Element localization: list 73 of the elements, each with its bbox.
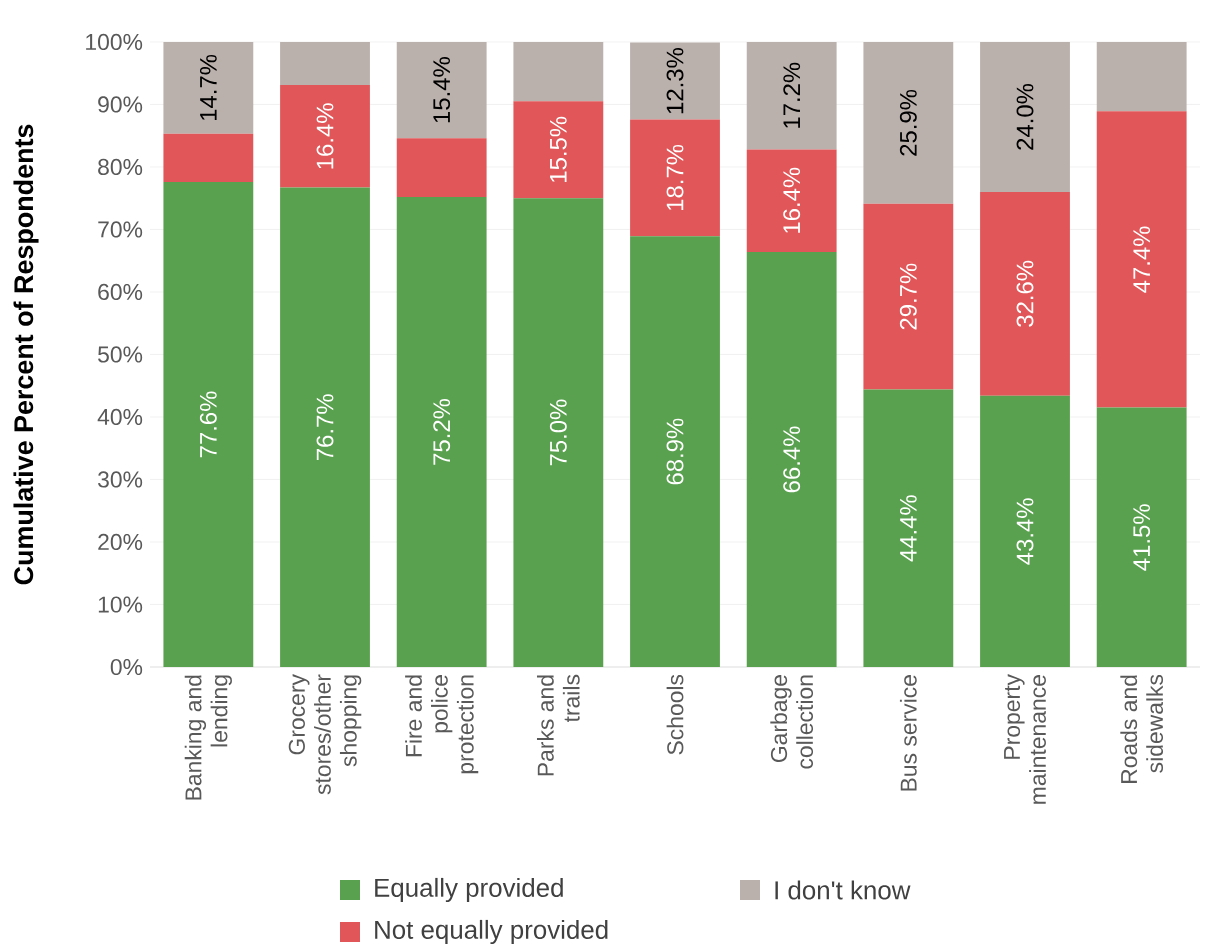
bar — [980, 42, 1070, 193]
x-tick-label: Schools — [666, 675, 684, 755]
data-label: 43.4% — [1016, 498, 1034, 565]
data-label: 66.4% — [783, 426, 801, 493]
bar — [280, 85, 370, 188]
y-tick-label: 50% — [98, 346, 143, 363]
bar — [163, 182, 254, 668]
bar — [1096, 42, 1187, 112]
bar — [396, 42, 487, 139]
data-label: 18.7% — [666, 145, 684, 211]
x-tick-label: Garbage collection — [770, 675, 814, 769]
y-tick-label: 20% — [98, 534, 143, 551]
bar — [280, 187, 370, 668]
data-label: 14.7% — [199, 55, 217, 121]
y-axis-title: Cumulative Percent of Respondents — [13, 124, 39, 585]
data-label: 32.6% — [1016, 260, 1034, 327]
bar — [746, 149, 837, 253]
bar — [163, 42, 254, 134]
data-label: 29.7% — [899, 263, 917, 330]
bar — [746, 42, 837, 150]
bar — [630, 119, 720, 237]
bar — [1096, 111, 1187, 408]
bar — [513, 101, 604, 199]
bar — [513, 198, 604, 668]
y-tick-label: 0% — [110, 659, 143, 676]
y-tick-label: 100% — [86, 34, 143, 51]
legend-label: Not equally provided — [375, 920, 608, 945]
data-label: 12.3% — [666, 48, 684, 114]
bar — [396, 197, 487, 668]
data-label: 77.6% — [199, 391, 217, 458]
bar — [980, 192, 1070, 396]
legend-label: I don't know — [775, 880, 911, 900]
data-label: 68.9% — [666, 418, 684, 485]
y-tick-label: 40% — [97, 409, 143, 426]
y-tick-label: 60% — [98, 284, 143, 301]
bar — [863, 389, 954, 668]
legend-label: Equally provided — [375, 878, 563, 903]
bar — [630, 42, 720, 120]
bar — [746, 252, 837, 668]
bar — [1096, 407, 1187, 668]
bar — [980, 395, 1070, 668]
bar — [280, 42, 370, 86]
data-label: 75.2% — [433, 399, 451, 465]
data-label: 76.7% — [316, 394, 334, 461]
x-tick-label: Roads and sidewalks — [1120, 675, 1164, 784]
y-tick-label: 70% — [98, 221, 143, 238]
bar — [863, 42, 954, 204]
data-label: 15.4% — [433, 57, 451, 123]
data-label: 44.4% — [899, 495, 917, 562]
bar — [163, 133, 254, 183]
data-label: 15.5% — [549, 116, 567, 183]
bar — [396, 138, 487, 198]
bar — [630, 236, 720, 668]
data-label: 17.2% — [783, 62, 801, 128]
x-tick-label: Grocery stores/other shopping — [288, 674, 362, 795]
x-tick-label: Banking and lending — [184, 675, 232, 800]
x-tick-label: Property maintenance — [1004, 674, 1046, 804]
x-tick-label: Parks and trails — [536, 675, 580, 776]
data-label: 75.0% — [549, 399, 567, 466]
data-label: 47.4% — [1133, 226, 1151, 293]
data-label: 16.4% — [316, 103, 334, 169]
bar — [863, 203, 954, 390]
data-label: 16.4% — [783, 167, 801, 233]
x-tick-label: Bus service — [899, 675, 917, 791]
x-tick-label: Fire and police protection — [405, 675, 479, 774]
y-tick-label: 90% — [98, 96, 143, 113]
data-label: 24.0% — [1016, 84, 1034, 150]
y-tick-label: 10% — [98, 596, 143, 613]
data-label: 25.9% — [899, 90, 917, 156]
y-tick-label: 30% — [97, 471, 143, 488]
bar — [513, 42, 604, 102]
data-label: 41.5% — [1133, 504, 1151, 571]
y-tick-label: 80% — [98, 159, 143, 176]
